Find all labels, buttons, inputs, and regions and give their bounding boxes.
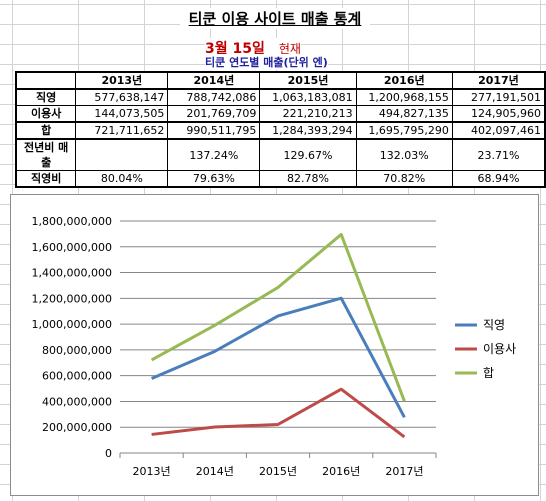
table-row: 합 721,711,652 990,511,795 1,284,393,294 … <box>15 121 546 140</box>
y-tick-label: 1,600,000,000 <box>32 241 112 254</box>
table-cell[interactable]: 124,905,960 <box>451 105 546 123</box>
header-cell[interactable]: 2016년 <box>355 71 453 90</box>
series-line <box>150 232 406 402</box>
table-cell[interactable]: 132.03% <box>355 138 453 171</box>
legend-label: 직영 <box>483 318 505 332</box>
table-cell[interactable]: 1,284,393,294 <box>259 121 357 140</box>
row-label-cell[interactable]: 합 <box>15 121 77 140</box>
table-row: 직영비 80.04% 79.63% 82.78% 70.82% 68.94% <box>15 170 546 188</box>
y-tick-label: 1,000,000,000 <box>32 318 112 331</box>
table-cell[interactable]: 80.04% <box>75 170 169 188</box>
y-tick-label: 1,800,000,000 <box>32 215 112 228</box>
series-line <box>151 296 406 418</box>
table-cell[interactable]: 68.94% <box>451 170 546 188</box>
y-tick-label: 1,200,000,000 <box>32 292 112 305</box>
y-tick-label: 200,000,000 <box>42 421 112 434</box>
header-cell[interactable]: 2013년 <box>75 71 169 90</box>
table-cell[interactable]: 577,638,147 <box>75 88 169 106</box>
x-tick-label: 2016년 <box>322 465 360 478</box>
header-cell[interactable]: 2014년 <box>167 71 261 90</box>
row-label-cell[interactable]: 직영 <box>15 88 77 106</box>
table-cell[interactable]: 402,097,461 <box>451 121 546 140</box>
chart-svg: 1,800,000,000 1,600,000,000 1,400,000,000 1… <box>32 215 517 478</box>
x-tick-label: 2013년 <box>133 465 171 478</box>
table-cell[interactable]: 277,191,501 <box>451 88 546 106</box>
table-row: 전년비 매출 137.24% 129.67% 132.03% 23.71% <box>15 138 546 171</box>
table-cell[interactable]: 137.24% <box>167 138 261 171</box>
table-row: 이용사 144,073,505 201,769,709 221,210,213 … <box>15 105 546 123</box>
table-cell[interactable]: 788,742,086 <box>167 88 261 106</box>
row-label-cell[interactable]: 전년비 매출 <box>15 138 77 171</box>
y-tick-label: 600,000,000 <box>42 370 112 383</box>
table-cell[interactable]: 1,063,183,081 <box>259 88 357 106</box>
legend-label: 이용사 <box>483 342 516 356</box>
table-cell[interactable]: 82.78% <box>259 170 357 188</box>
y-tick-label: 1,400,000,000 <box>32 267 112 280</box>
table-cell[interactable]: 494,827,135 <box>355 105 453 123</box>
y-tick-label: 0 <box>105 447 112 460</box>
line-chart[interactable]: 1,800,000,000 1,600,000,000 1,400,000,000 1… <box>10 194 539 496</box>
sheet-title: 티쿤 이용 사이트 매출 통계 <box>180 8 370 29</box>
header-cell[interactable]: 2015년 <box>259 71 357 90</box>
table-cell[interactable]: 70.82% <box>355 170 453 188</box>
table-cell[interactable]: 1,695,795,290 <box>355 121 453 140</box>
row-label-cell[interactable]: 이용사 <box>15 105 77 123</box>
table-cell[interactable]: 990,511,795 <box>167 121 261 140</box>
table-cell[interactable] <box>75 138 169 171</box>
date-suffix: 현재 <box>278 42 301 56</box>
y-tick-label: 400,000,000 <box>42 395 112 408</box>
table-cell[interactable]: 721,711,652 <box>75 121 169 140</box>
y-tick-label: 800,000,000 <box>42 344 112 357</box>
legend-label: 합 <box>483 366 494 380</box>
table-cell[interactable]: 201,769,709 <box>167 105 261 123</box>
x-tick-label: 2015년 <box>259 465 297 478</box>
x-tick-label: 2014년 <box>196 465 234 478</box>
table-subtitle: 티쿤 연도별 매출(단위 엔) <box>205 54 328 70</box>
sales-table: 2013년 2014년 2015년 2016년 2017년 직영 577,638… <box>15 71 546 188</box>
table-cell[interactable]: 79.63% <box>167 170 261 188</box>
date-line: 3월 15일 현재 <box>205 38 301 58</box>
table-header-row: 2013년 2014년 2015년 2016년 2017년 <box>15 71 546 90</box>
table-cell[interactable]: 23.71% <box>451 138 546 171</box>
series-line <box>151 387 406 439</box>
row-label-cell[interactable]: 직영비 <box>15 170 77 188</box>
date-text: 3월 15일 <box>205 41 265 57</box>
table-cell[interactable]: 144,073,505 <box>75 105 169 123</box>
header-cell[interactable]: 2017년 <box>451 71 546 90</box>
table-row: 직영 577,638,147 788,742,086 1,063,183,081… <box>15 88 546 106</box>
table-cell[interactable]: 1,200,968,155 <box>355 88 453 106</box>
header-cell[interactable] <box>15 71 77 90</box>
table-cell[interactable]: 129.67% <box>259 138 357 171</box>
x-tick-label: 2017년 <box>385 465 423 478</box>
table-cell[interactable]: 221,210,213 <box>259 105 357 123</box>
